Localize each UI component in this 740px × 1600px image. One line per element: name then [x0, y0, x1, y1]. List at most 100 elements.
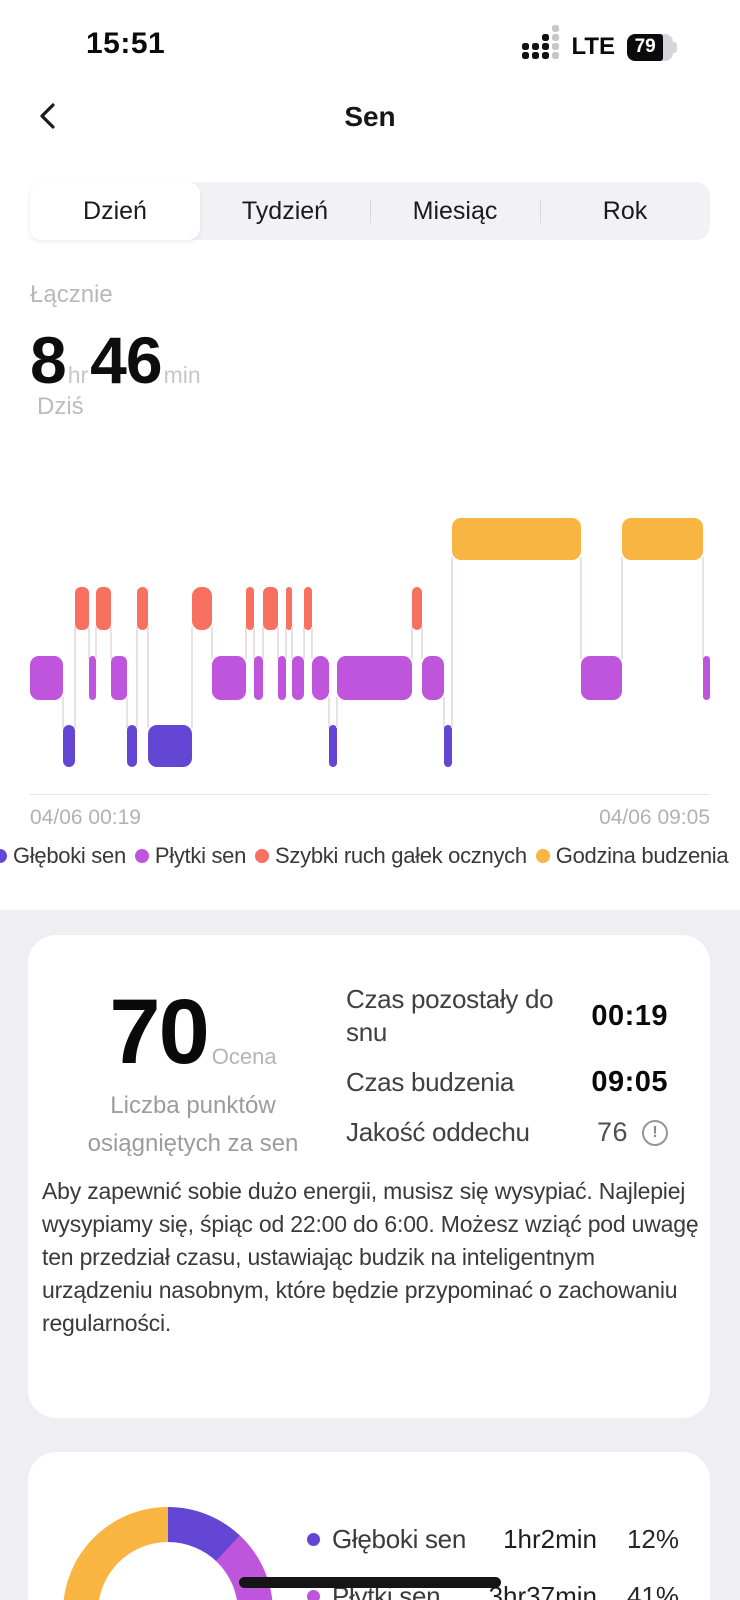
- stage-connector-line: [190, 627, 193, 728]
- legend-dot-wake: [535, 849, 550, 863]
- chart-axis-line: [30, 794, 710, 795]
- legend-item-light: Płytki sen: [134, 843, 246, 869]
- stage-connector-line: [136, 627, 139, 728]
- info-circle-icon[interactable]: !: [642, 1119, 668, 1146]
- sleep-segment-rem: [412, 587, 422, 630]
- stage-connector-line: [285, 627, 288, 659]
- info-row-value: 00:19: [591, 999, 668, 1032]
- stage-connector-line: [146, 627, 149, 728]
- breakdown-label: Głęboki sen: [332, 1524, 466, 1554]
- stage-connector-line: [210, 627, 213, 659]
- info-row-label: Czas budzenia: [346, 1067, 515, 1097]
- info-row-label: Jakość oddechu: [346, 1117, 530, 1147]
- sleep-segment-light: [211, 656, 247, 700]
- stage-connector-line: [276, 627, 279, 659]
- stage-connector-line: [245, 627, 248, 659]
- stage-connector-line: [336, 697, 339, 728]
- info-row-value: 76: [596, 1117, 628, 1147]
- sleep-segment-light: [337, 656, 413, 700]
- battery-icon: 79: [627, 33, 677, 61]
- page-title: Sen: [344, 101, 396, 132]
- breakdown-duration: 3hr37min: [488, 1581, 597, 1600]
- stage-connector-line: [411, 627, 414, 659]
- info-row-value: 09:05: [591, 1066, 668, 1098]
- sleep-segment-wake: [451, 518, 582, 560]
- tab-tydzien[interactable]: Tydzień: [241, 196, 329, 225]
- total-label: Łącznie: [30, 281, 113, 308]
- breakdown-dot-light: [307, 1590, 320, 1600]
- minutes-unit: min: [163, 362, 201, 388]
- sleep-segment-rem: [95, 587, 111, 630]
- stage-connector-line: [291, 627, 294, 659]
- sleep-segment-rem: [246, 587, 255, 630]
- period-tabs: Dzień Tydzień Miesiąc Rok: [30, 182, 710, 240]
- legend-label: Szybki ruch gałek ocznych: [275, 843, 527, 868]
- legend-dot-light: [134, 849, 149, 863]
- info-row-0: Czas pozostały do snu 00:19: [346, 983, 668, 1049]
- sleep-segment-light: [277, 656, 287, 700]
- sleep-segment-deep: [147, 725, 192, 767]
- stage-connector-line: [73, 627, 76, 728]
- sleep-segment-rem: [74, 587, 90, 630]
- status-time: 15:51: [86, 27, 166, 60]
- battery-percent: 79: [634, 36, 656, 57]
- sleep-segment-light: [703, 656, 710, 700]
- legend-item-deep: Głęboki sen: [0, 843, 126, 869]
- sleep-segment-deep: [444, 725, 452, 767]
- breakdown-duration: 1hr2min: [503, 1524, 597, 1554]
- sleep-segment-deep: [329, 725, 337, 767]
- sleep-segment-wake: [621, 518, 704, 560]
- stage-connector-line: [61, 697, 64, 728]
- breakdown-percent: 12%: [626, 1524, 679, 1554]
- sleep-segment-rem: [262, 587, 278, 630]
- chart-legend: Głęboki sen Płytki sen Szybki ruch gałek o…: [0, 843, 740, 869]
- home-indicator[interactable]: [239, 1577, 501, 1588]
- stage-connector-line: [580, 557, 583, 659]
- stage-connector-line: [328, 697, 331, 728]
- score-caption: Liczba punktów osiągniętych za sen: [87, 1092, 299, 1157]
- sleep-segment-light: [312, 656, 330, 700]
- stage-connector-line: [261, 627, 264, 659]
- legend-dot-rem: [255, 849, 270, 863]
- chart-end-time: 04/06 09:05: [599, 806, 710, 829]
- sleep-segment-rem: [137, 587, 148, 630]
- sleep-segment-light: [30, 656, 63, 700]
- legend-item-rem: Szybki ruch gałek ocznych: [255, 843, 527, 869]
- chevron-left-icon: [40, 103, 55, 129]
- network-type-label: LTE: [571, 33, 615, 60]
- hours-value: 8: [30, 323, 67, 397]
- active-tab-pill: [30, 182, 200, 240]
- tab-rok[interactable]: Rok: [602, 196, 648, 225]
- sleep-segment-deep: [62, 725, 75, 767]
- stage-connector-line: [88, 627, 91, 659]
- tab-miesiac[interactable]: Miesiąc: [412, 196, 498, 225]
- stage-connector-line: [702, 557, 705, 659]
- stage-connector-line: [125, 697, 128, 728]
- legend-dot-deep: [0, 849, 7, 863]
- sleep-segment-light: [581, 656, 622, 700]
- legend-label: Głęboki sen: [13, 843, 126, 868]
- sleep-segment-light: [89, 656, 96, 700]
- total-sleep-duration: 8 hr 46 min: [30, 322, 203, 398]
- sleep-hypnogram-chart: [30, 518, 710, 778]
- legend-item-wake: Godzina budzenia: [535, 843, 729, 869]
- info-row-label: Czas pozostały do snu: [346, 984, 554, 1047]
- status-icons: LTE 79: [522, 25, 677, 61]
- sleep-segment-rem: [286, 587, 293, 630]
- tab-divider: [370, 199, 371, 223]
- cellular-signal-icon: [522, 25, 560, 59]
- sleep-segment-light: [254, 656, 263, 700]
- tab-dzien[interactable]: Dzień: [83, 196, 147, 225]
- sleep-segment-light: [421, 656, 445, 700]
- stage-connector-line: [109, 627, 112, 659]
- sleep-segment-rem: [304, 587, 313, 630]
- score-label: Ocena: [211, 1044, 277, 1069]
- stage-connector-line: [450, 557, 453, 728]
- minutes-value: 46: [90, 323, 162, 397]
- legend-label: Godzina budzenia: [555, 843, 729, 868]
- stage-connector-line: [253, 627, 256, 659]
- breakdown-percent: 41%: [626, 1581, 679, 1600]
- back-button[interactable]: [30, 98, 66, 134]
- info-row-2: Jakość oddechu 76!: [346, 1116, 668, 1149]
- sleep-score-card: 70 Ocena Liczba punktów osiągniętych za …: [28, 935, 710, 1418]
